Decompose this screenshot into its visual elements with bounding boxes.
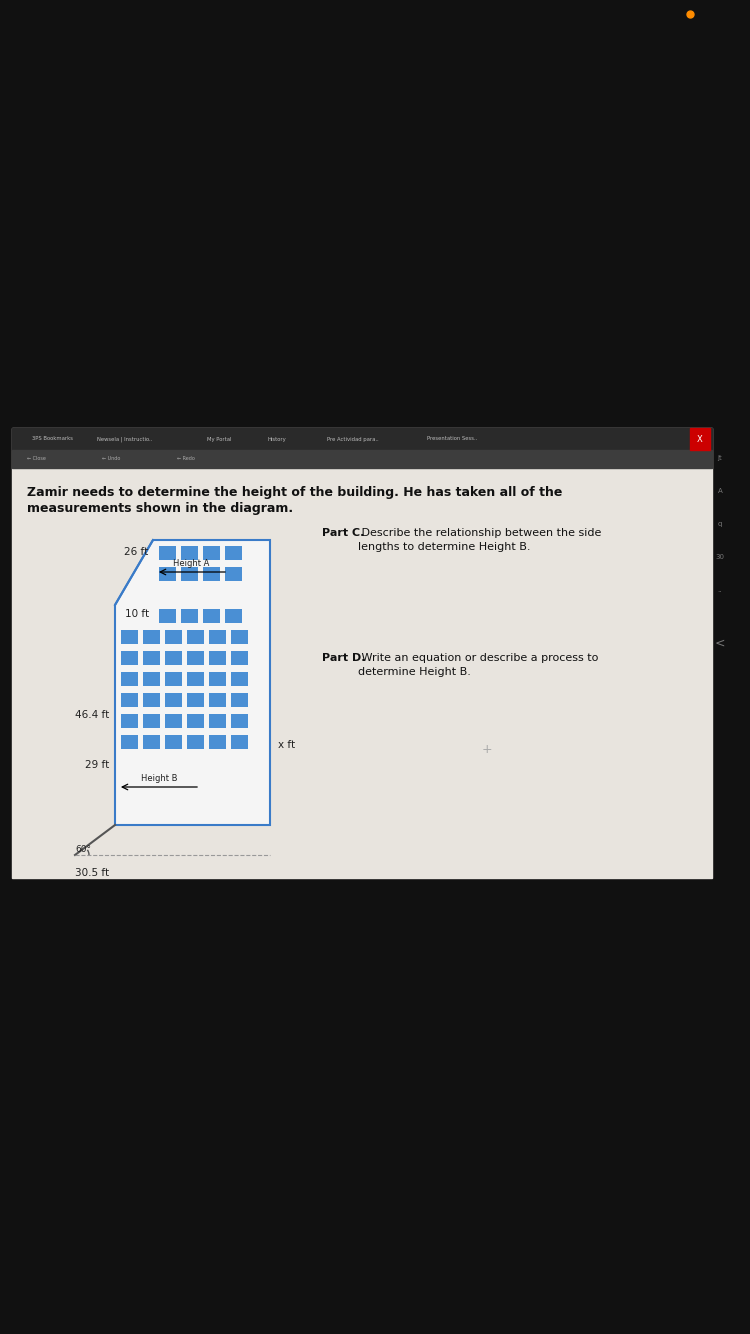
Bar bbox=[187, 735, 204, 748]
Bar bbox=[165, 672, 182, 686]
Text: Presentation Sess..: Presentation Sess.. bbox=[427, 436, 477, 442]
Text: X: X bbox=[698, 435, 703, 443]
Bar bbox=[181, 567, 198, 582]
Text: Pre Actividad para..: Pre Actividad para.. bbox=[327, 436, 379, 442]
Bar bbox=[143, 714, 160, 728]
Bar bbox=[121, 692, 138, 707]
Bar bbox=[209, 630, 226, 644]
Text: Height A: Height A bbox=[172, 559, 209, 568]
Bar bbox=[143, 672, 160, 686]
Text: Write an equation or describe a process to
determine Height B.: Write an equation or describe a process … bbox=[358, 654, 598, 676]
Text: 29 ft: 29 ft bbox=[85, 760, 109, 770]
Bar bbox=[165, 714, 182, 728]
Text: 30.5 ft: 30.5 ft bbox=[75, 868, 109, 878]
Text: 10 ft: 10 ft bbox=[124, 610, 149, 619]
Bar bbox=[165, 651, 182, 666]
Bar bbox=[165, 735, 182, 748]
Text: <: < bbox=[715, 636, 725, 650]
Bar bbox=[159, 610, 176, 623]
Bar bbox=[165, 692, 182, 707]
Text: A: A bbox=[718, 488, 722, 494]
Bar bbox=[231, 692, 248, 707]
Bar bbox=[12, 428, 712, 450]
Bar bbox=[225, 567, 242, 582]
Bar bbox=[203, 567, 220, 582]
Bar bbox=[225, 610, 242, 623]
Bar bbox=[209, 714, 226, 728]
Bar bbox=[143, 651, 160, 666]
Polygon shape bbox=[115, 540, 270, 824]
Text: +: + bbox=[482, 743, 493, 756]
Text: My Portal: My Portal bbox=[207, 436, 232, 442]
Bar bbox=[231, 714, 248, 728]
Text: x ft: x ft bbox=[278, 740, 295, 750]
Text: 46.4 ft: 46.4 ft bbox=[75, 710, 109, 720]
Bar bbox=[209, 672, 226, 686]
Text: ← Redo: ← Redo bbox=[177, 456, 195, 462]
Bar bbox=[231, 630, 248, 644]
Text: 3PS Bookmarks: 3PS Bookmarks bbox=[32, 436, 73, 442]
Text: Newsela | Instructio..: Newsela | Instructio.. bbox=[97, 436, 152, 442]
Bar bbox=[231, 672, 248, 686]
Bar bbox=[165, 630, 182, 644]
Text: History: History bbox=[267, 436, 286, 442]
Text: Zamir needs to determine the height of the building. He has taken all of the: Zamir needs to determine the height of t… bbox=[27, 486, 562, 499]
Bar bbox=[187, 714, 204, 728]
Text: q: q bbox=[718, 522, 722, 527]
Text: Describe the relationship between the side
lengths to determine Height B.: Describe the relationship between the si… bbox=[358, 528, 602, 552]
Text: Part C.: Part C. bbox=[322, 528, 364, 538]
Bar bbox=[181, 610, 198, 623]
Bar bbox=[231, 651, 248, 666]
Bar bbox=[143, 735, 160, 748]
Bar bbox=[187, 651, 204, 666]
Bar bbox=[187, 630, 204, 644]
Text: 60°: 60° bbox=[75, 844, 91, 854]
Text: ..: .. bbox=[718, 587, 722, 594]
Bar bbox=[203, 546, 220, 560]
Text: jt: jt bbox=[718, 455, 722, 462]
Text: ← Close: ← Close bbox=[27, 456, 46, 462]
Text: measurements shown in the diagram.: measurements shown in the diagram. bbox=[27, 502, 293, 515]
Text: 30: 30 bbox=[716, 554, 724, 560]
Bar bbox=[690, 428, 710, 450]
Bar bbox=[121, 714, 138, 728]
Bar bbox=[231, 735, 248, 748]
Bar bbox=[203, 610, 220, 623]
Bar bbox=[12, 450, 712, 468]
Text: ← Undo: ← Undo bbox=[102, 456, 120, 462]
Bar bbox=[121, 630, 138, 644]
Text: Part D.: Part D. bbox=[322, 654, 365, 663]
Bar bbox=[225, 546, 242, 560]
Bar bbox=[159, 546, 176, 560]
Bar bbox=[121, 651, 138, 666]
Bar bbox=[121, 672, 138, 686]
Bar bbox=[209, 692, 226, 707]
Bar bbox=[187, 692, 204, 707]
Bar bbox=[209, 735, 226, 748]
Bar bbox=[181, 546, 198, 560]
Bar bbox=[159, 567, 176, 582]
Text: Height B: Height B bbox=[141, 774, 177, 783]
Bar bbox=[121, 735, 138, 748]
Bar bbox=[12, 428, 712, 878]
Bar bbox=[209, 651, 226, 666]
Bar bbox=[143, 692, 160, 707]
Bar bbox=[143, 630, 160, 644]
Text: 26 ft: 26 ft bbox=[124, 547, 148, 558]
Bar bbox=[187, 672, 204, 686]
